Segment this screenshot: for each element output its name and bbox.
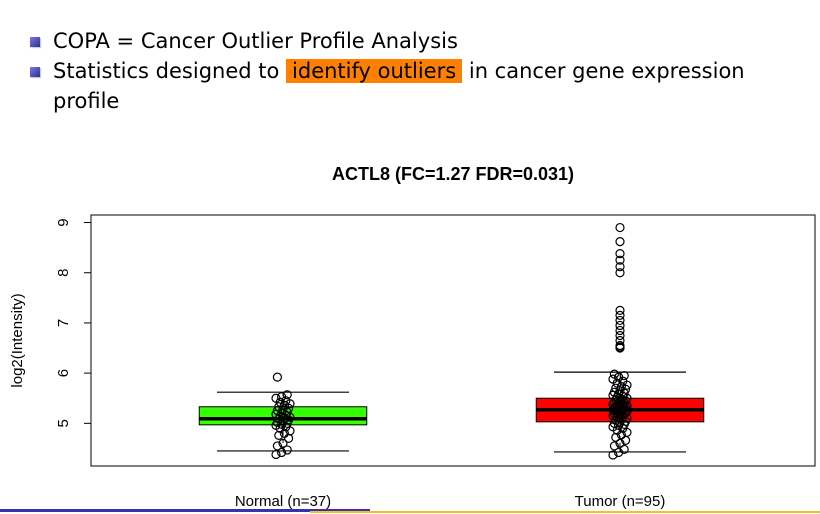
data-point	[282, 390, 292, 400]
data-point	[285, 412, 295, 422]
bullet-text-continuation: profile	[53, 89, 120, 113]
bullet-list: COPA = Cancer Outlier Profile Analysis S…	[30, 26, 810, 116]
data-point	[613, 447, 624, 458]
data-point	[615, 438, 625, 449]
data-point	[620, 402, 631, 412]
data-point	[615, 310, 625, 320]
footer-rule-blue	[0, 509, 370, 512]
y-tick-label: 7	[55, 319, 72, 327]
data-point	[615, 305, 625, 315]
x-category-label: Tumor (n=95)	[575, 493, 666, 510]
x-category-label: Normal (n=37)	[235, 493, 331, 510]
y-axis-label: log2(Intensity)	[9, 293, 26, 387]
data-point	[615, 330, 625, 341]
data-point	[611, 383, 621, 393]
data-point	[619, 371, 629, 381]
data-point	[274, 430, 284, 440]
data-point	[271, 393, 281, 403]
data-point	[615, 222, 625, 233]
bullet-square-icon	[30, 37, 40, 47]
chart-title: ACTL8 (FC=1.27 FDR=0.031)	[332, 164, 574, 184]
data-point	[619, 444, 629, 455]
data-point	[272, 406, 282, 416]
data-point	[272, 441, 282, 451]
data-point	[615, 249, 625, 259]
data-point	[272, 372, 282, 382]
data-point	[619, 409, 629, 419]
bullet-square-icon	[30, 67, 40, 77]
data-point	[615, 262, 625, 272]
bullet-item: Statistics designed to identify outliers…	[30, 56, 810, 116]
y-tick-label: 5	[55, 419, 72, 427]
data-point	[278, 438, 288, 449]
y-tick-label: 6	[55, 369, 72, 377]
bullet-text-after: in cancer gene expression	[462, 59, 745, 83]
data-point	[608, 450, 618, 460]
data-point	[609, 369, 620, 379]
data-point	[615, 268, 625, 278]
data-point	[277, 447, 287, 458]
data-point	[620, 408, 631, 418]
data-point	[609, 387, 620, 397]
data-point	[615, 320, 625, 331]
highlighted-phrase: identify outliers	[286, 59, 463, 83]
bullet-text: COPA = Cancer Outlier Profile Analysis	[53, 29, 458, 53]
footer-rule-yellow	[310, 511, 820, 513]
data-point	[615, 237, 625, 247]
data-point	[609, 441, 620, 451]
data-point	[615, 325, 625, 336]
data-point	[274, 402, 284, 412]
plot-frame	[90, 214, 816, 467]
data-point	[615, 335, 625, 346]
bullet-item: COPA = Cancer Outlier Profile Analysis	[30, 26, 810, 56]
data-point	[615, 255, 625, 265]
y-tick-label: 8	[55, 269, 72, 277]
bullet-text: Statistics designed to identify outliers…	[53, 56, 745, 116]
y-tick-label: 9	[55, 218, 72, 226]
data-point	[615, 340, 625, 351]
data-point	[615, 315, 625, 326]
data-point	[622, 406, 632, 416]
bullet-text-before: Statistics designed to	[53, 59, 287, 83]
data-point	[622, 393, 632, 403]
data-point	[284, 433, 294, 443]
data-point	[282, 445, 292, 455]
data-point	[277, 392, 287, 402]
data-point	[271, 449, 281, 460]
data-point	[611, 432, 621, 442]
data-point	[608, 374, 618, 384]
